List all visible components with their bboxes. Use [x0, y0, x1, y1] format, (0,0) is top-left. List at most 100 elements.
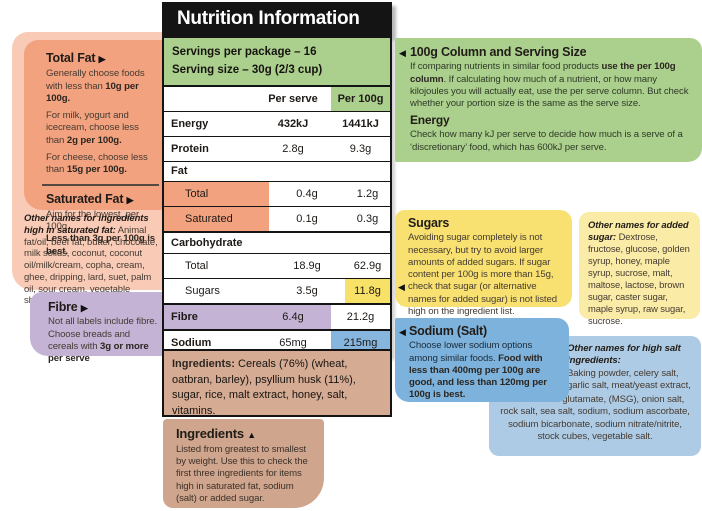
ingredients-note-body: Listed from greatest to smallest by weig… — [176, 443, 308, 504]
callout-ingredients: Ingredients ▲ Listed from greatest to sm… — [163, 419, 324, 508]
callout-sodium: ◀ Sodium (Salt) Choose lower sodium opti… — [395, 318, 569, 402]
callout-sugars: ◀ Sugars Avoiding sugar completely is no… — [395, 210, 572, 317]
sugars-note-heading: Sugars — [408, 216, 450, 230]
fat-saturated-label: Saturated — [164, 206, 269, 231]
row-fat-saturated: Saturated 0.1g 0.3g — [164, 205, 390, 231]
row-protein: Protein 2.8g 9.3g — [164, 135, 390, 161]
callout-100g-column: ◀ 100g Column and Serving Size If compar… — [395, 38, 702, 162]
empty-cell — [331, 233, 390, 253]
fibre-per-100g: 21.2g — [346, 310, 375, 323]
row-carb-total: Total 18.9g 62.9g — [164, 252, 390, 278]
saturated-fat-p2-bold: Less than 3g per 100g is best. — [46, 233, 156, 257]
row-carbohydrate-header: Carbohydrate — [164, 230, 390, 253]
divider — [42, 183, 159, 186]
fat-total-per-100g: 1.2g — [356, 187, 379, 200]
col-header-per-serve: Per serve — [268, 92, 318, 105]
100g-column-body: If comparing nutrients in similar food p… — [410, 61, 692, 110]
column-header-row: Per serve Per 100g — [164, 86, 390, 112]
fibre-body: Not all labels include fibre. Choose bre… — [48, 316, 161, 365]
sugars-label: Sugars — [185, 284, 220, 297]
empty-cell — [255, 233, 331, 253]
total-fat-p2: For milk, yogurt and icecream, choose le… — [46, 110, 139, 146]
ingredients-section: Ingredients: Cereals (76%) (wheat, oatbr… — [162, 349, 392, 417]
total-fat-p2-bold: 2g per 100g. — [66, 134, 122, 146]
salt-names-top: Other names for high salt ingredients: B… — [567, 343, 693, 392]
empty-cell — [331, 162, 390, 181]
fibre-p1: Not all labels include fibre. Choose bre… — [48, 316, 158, 352]
saturated-fat-p1: Aim for the lowest, per 100g. — [46, 208, 140, 233]
total-fat-body: Generally choose foods with less than 10… — [46, 68, 159, 176]
sodium-label: Sodium — [171, 336, 212, 349]
nutrition-title-bar: Nutrition Information — [162, 2, 392, 36]
salt-names-text2: monosodium glutamate, (MSG), onion salt,… — [500, 394, 690, 442]
right-arrow-icon: ▶ — [126, 194, 134, 205]
row-fibre: Fibre 6.4g 21.2g — [164, 302, 390, 329]
100g-p1-bold: use the per 100g column — [410, 61, 676, 85]
fat-saturated-per-serve: 0.1g — [296, 212, 318, 225]
energy-note-body: Check how many kJ per serve to decide ho… — [410, 129, 683, 153]
fat-total-per-serve: 0.4g — [296, 187, 318, 200]
callout-fibre: Fibre ▶ Not all labels include fibre. Ch… — [30, 292, 165, 364]
total-fat-heading-text: Total Fat — [46, 51, 96, 65]
fibre-heading-text: Fibre — [48, 300, 78, 314]
energy-per-serve: 432kJ — [277, 117, 309, 130]
energy-label: Energy — [171, 117, 209, 130]
sugars-per-100g: 11.8g — [345, 278, 390, 303]
fat-section-label: Fat — [171, 165, 188, 178]
empty-cell — [255, 162, 331, 181]
sugars-per-serve: 3.5g — [296, 284, 318, 297]
sodium-p1: Choose lower sodium options among simila… — [409, 340, 533, 364]
ingredients-lead: Ingredients: — [172, 358, 235, 370]
ingredients-text: Cereals (76%) (wheat, oatbran, barley), … — [172, 358, 356, 417]
carb-total-per-serve: 18.9g — [293, 259, 321, 272]
fibre-label: Fibre — [164, 304, 255, 329]
protein-per-100g: 9.3g — [349, 142, 372, 155]
right-arrow-icon: ▶ — [98, 54, 106, 64]
fibre-per-serve: 6.4g — [255, 304, 331, 329]
row-fat-header: Fat — [164, 160, 390, 181]
total-fat-p3: For cheese, choose less than — [46, 151, 148, 176]
100g-column-heading: 100g Column and Serving Size — [410, 45, 587, 59]
salt-names-lead: Other names for high salt ingredients: — [567, 343, 681, 367]
added-sugar-names-lead: Other names for added sugar: — [588, 219, 689, 243]
nutrition-table: Servings per package – 16 Serving size –… — [162, 36, 392, 357]
ingredients-note-heading-text: Ingredients — [176, 426, 244, 441]
sodium-note-body: Choose lower sodium options among simila… — [409, 340, 561, 401]
sugars-p1: Avoiding sugar completely is not necessa… — [408, 232, 554, 305]
protein-label: Protein — [171, 142, 209, 155]
servings-per-package: Servings per package – 16 — [172, 46, 317, 58]
carbohydrate-section-label: Carbohydrate — [171, 236, 243, 249]
right-arrow-icon: ▶ — [80, 303, 88, 313]
carb-total-per-100g: 62.9g — [353, 259, 382, 272]
100g-p1: If comparing nutrients in similar food p… — [410, 61, 602, 73]
row-sugars: Sugars 3.5g 11.8g — [164, 277, 390, 303]
added-sugar-names-body: Other names for added sugar: Dextrose, f… — [588, 219, 692, 327]
note-added-sugar-names: Other names for added sugar: Dextrose, f… — [579, 212, 700, 326]
sugars-p2: sugar) is not listed high on the ingredi… — [408, 293, 557, 317]
left-arrow-icon: ◀ — [398, 282, 405, 292]
carb-total-label: Total — [185, 259, 209, 272]
sodium-p1-bold: Food with less than 400mg per 100g are g… — [409, 352, 547, 401]
row-energy: Energy 432kJ 1441kJ — [164, 112, 390, 136]
row-fat-total: Total 0.4g 1.2g — [164, 180, 390, 206]
fibre-p1-bold: 3g or more per serve — [48, 340, 149, 365]
servings-info: Servings per package – 16 Serving size –… — [164, 38, 390, 87]
ingredients-note-heading: Ingredients ▲ — [176, 426, 316, 442]
fibre-heading: Fibre ▶ — [48, 300, 161, 314]
saturated-fat-body: Aim for the lowest, per 100g. Less than … — [46, 209, 159, 258]
total-fat-p3-bold: 15g per 100g. — [66, 164, 127, 176]
energy-per-100g: 1441kJ — [342, 117, 379, 130]
total-fat-heading: Total Fat ▶ — [46, 51, 159, 65]
sat-fat-names-lead: Other names for ingredients high in satu… — [24, 213, 149, 236]
sodium-per-serve: 65mg — [279, 336, 307, 349]
added-sugar-names-text: Dextrose, fructose, glucose, golden syru… — [588, 231, 690, 327]
saturated-fat-heading: Saturated Fat ▶ — [46, 192, 159, 206]
salt-names-text1: Baking powder, celery salt, garlic salt,… — [567, 367, 691, 391]
total-fat-p1-bold: 10g per 100g. — [46, 80, 139, 104]
fat-total-label: Total — [164, 181, 269, 206]
saturated-fat-heading-text: Saturated Fat — [46, 191, 124, 206]
100g-p1-rest: . If calculating how much of a nutrient,… — [410, 73, 689, 110]
sugars-note-body: Avoiding sugar completely is not necessa… — [408, 232, 564, 318]
protein-per-serve: 2.8g — [282, 142, 304, 155]
